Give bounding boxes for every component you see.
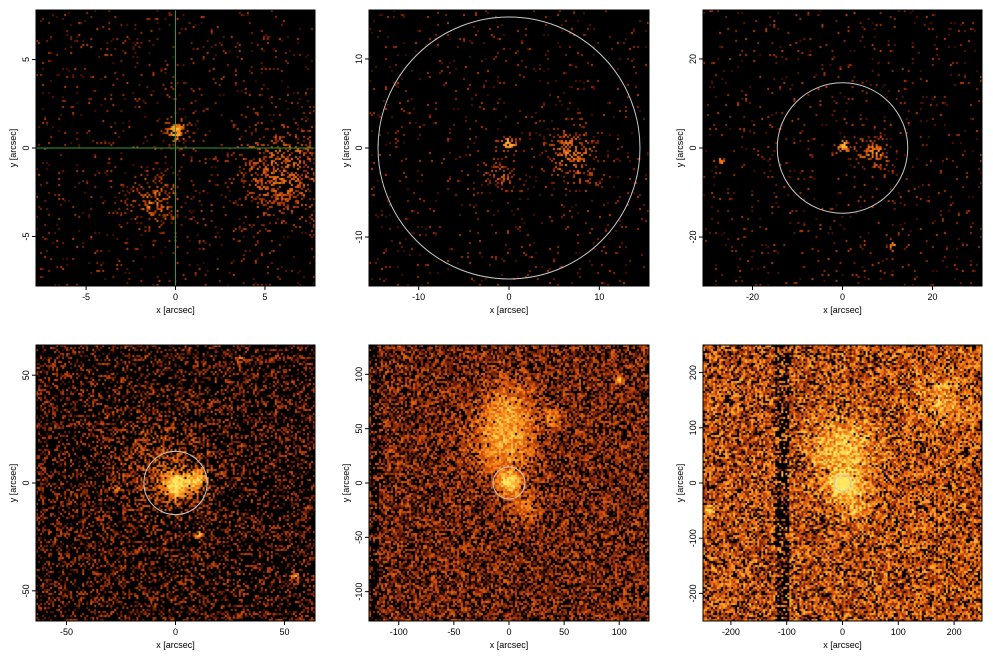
y-tick-label: -100: [688, 529, 698, 547]
x-tick-label: 0: [173, 627, 178, 637]
x-tick-label: 100: [612, 627, 627, 637]
y-tick-label: 0: [688, 480, 698, 485]
panel-3: -20 0 20 -20 0 20 x [arcsec] y [arcsec]: [675, 9, 983, 315]
x-tick-label: -100: [390, 627, 408, 637]
x-tick-label: 20: [927, 292, 937, 302]
x-axis-label: x [arcsec]: [823, 640, 862, 650]
y-axis-label: y [arcsec]: [8, 129, 18, 168]
y-tick-label: 50: [354, 424, 364, 434]
y-axis-label: y [arcsec]: [341, 464, 351, 503]
heatmap-image: [369, 345, 649, 621]
panel-5: -100 -50 0 50 100 -100 -50 0 50 100 x [arcsec] y [a…: [341, 344, 650, 650]
y-tick-label: -100: [354, 583, 364, 601]
y-tick-label: 100: [354, 367, 364, 382]
y-tick-label: -200: [688, 584, 698, 602]
x-tick-label: 100: [891, 627, 906, 637]
y-axis-label: y [arcsec]: [675, 129, 685, 168]
x-tick-label: -200: [722, 627, 740, 637]
y-tick-label: 100: [688, 420, 698, 435]
x-tick-label: -10: [412, 292, 425, 302]
aperture-circle: [377, 16, 641, 280]
y-tick-label: -20: [688, 231, 698, 244]
x-axis-label: x [arcsec]: [823, 305, 862, 315]
y-axis-label: y [arcsec]: [341, 129, 351, 168]
panel-6: -200 -100 0 100 200 -200 -100 0 100 200 x [arcsec]…: [675, 344, 983, 650]
x-axis-label: x [arcsec]: [156, 640, 195, 650]
y-tick-label: 10: [354, 54, 364, 64]
panel-1: -5 0 5 -5 0 5 x [arcsec] y [arcsec]: [8, 9, 316, 315]
x-axis-label: x [arcsec]: [490, 305, 529, 315]
x-tick-label: -50: [60, 627, 73, 637]
y-tick-label: -5: [21, 232, 31, 240]
x-tick-label: 10: [594, 292, 604, 302]
heatmap-image: [369, 10, 649, 286]
heatmap-image: [703, 345, 982, 621]
x-tick-label: 0: [840, 627, 845, 637]
aperture-circle: [776, 82, 909, 214]
y-tick-label: 5: [21, 57, 31, 62]
y-tick-label: -50: [354, 531, 364, 544]
aperture-circle: [143, 450, 208, 516]
heatmap-image: [703, 10, 982, 286]
aperture-circle: [492, 466, 526, 500]
x-tick-label: 50: [559, 627, 569, 637]
x-tick-label: -50: [447, 627, 460, 637]
y-tick-label: 0: [21, 480, 31, 485]
y-axis-label: y [arcsec]: [8, 464, 18, 503]
x-tick-label: -5: [82, 292, 90, 302]
x-tick-label: 0: [840, 292, 845, 302]
panel-2: -10 0 10 -10 0 10 x [arcsec] y [arcsec]: [341, 9, 650, 315]
x-tick-label: 200: [947, 627, 962, 637]
heatmap-image: [36, 345, 315, 621]
y-tick-label: 0: [354, 145, 364, 150]
y-tick-label: 0: [688, 145, 698, 150]
y-tick-label: -10: [354, 231, 364, 244]
y-tick-label: 20: [688, 54, 698, 64]
y-axis-label: y [arcsec]: [675, 464, 685, 503]
x-tick-label: -100: [778, 627, 796, 637]
y-tick-label: 0: [354, 480, 364, 485]
x-tick-label: 0: [506, 627, 511, 637]
x-tick-label: 5: [262, 292, 267, 302]
y-tick-label: 0: [21, 145, 31, 150]
y-tick-label: 200: [688, 365, 698, 380]
y-tick-label: -50: [21, 584, 31, 597]
x-tick-label: 50: [279, 627, 289, 637]
panel-4: -50 0 50 -50 0 50 x [arcsec] y [arcsec]: [8, 344, 316, 650]
x-axis-label: x [arcsec]: [490, 640, 529, 650]
y-tick-label: 50: [21, 370, 31, 380]
x-tick-label: 0: [173, 292, 178, 302]
x-tick-label: 0: [506, 292, 511, 302]
x-axis-label: x [arcsec]: [156, 305, 195, 315]
aperture-circle: [833, 474, 852, 492]
x-tick-label: -20: [746, 292, 759, 302]
